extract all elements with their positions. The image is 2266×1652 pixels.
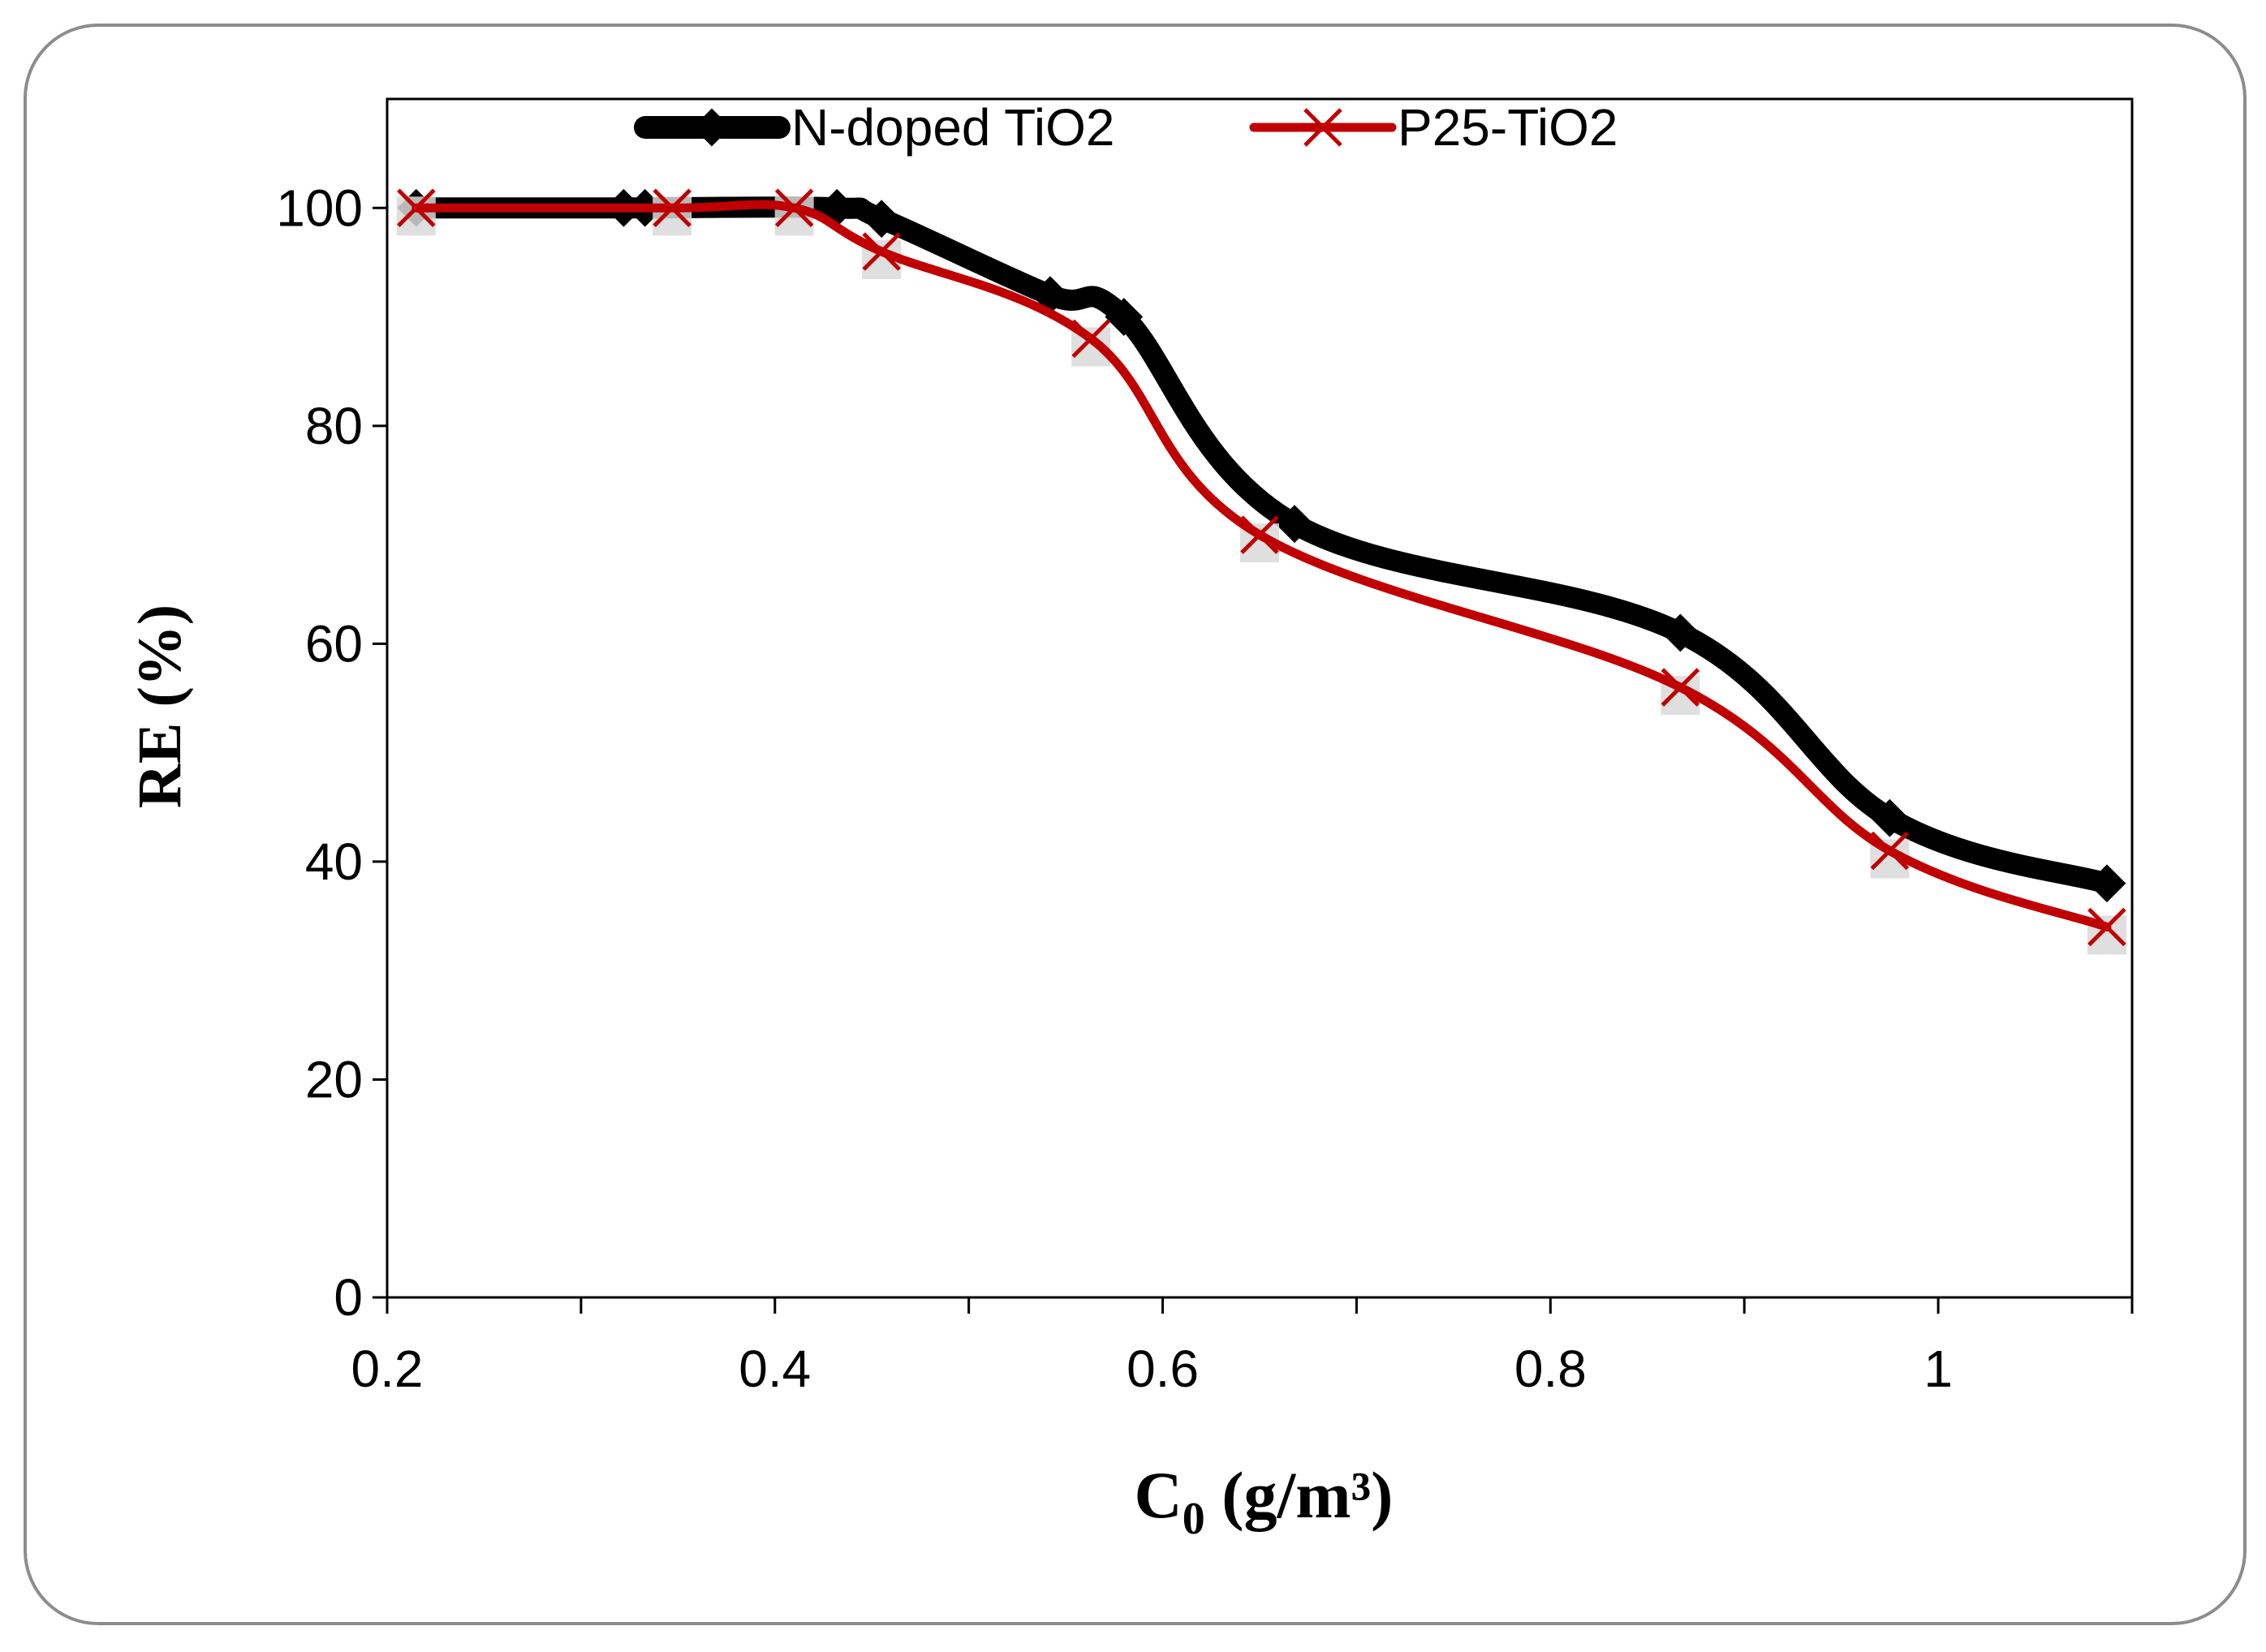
- x-axis-label: C0 (g/m³): [1134, 1458, 1393, 1544]
- x-tick-label: 1: [1924, 1340, 1953, 1398]
- data-point-p25: [1240, 515, 1279, 554]
- axes: 0 20 40 60 80 100 0.2 0.4 0.6 0.8 1: [276, 97, 2134, 1398]
- y-tick-label: 40: [305, 832, 363, 891]
- data-point-p25: [1071, 319, 1110, 359]
- legend-label-p25: P25-TiO2: [1398, 98, 1618, 157]
- x-marker-stroke: [1240, 515, 1279, 554]
- x-marker-stroke: [397, 188, 436, 228]
- data-point-n-doped: [1105, 298, 1144, 336]
- series-layer: [396, 188, 2126, 955]
- series-line-p25: [411, 200, 2112, 931]
- x-tick-label: 0.4: [739, 1340, 811, 1398]
- plot-area: [386, 97, 2134, 1299]
- x-marker-stroke: [2087, 907, 2126, 947]
- y-tick-label: 20: [305, 1050, 363, 1108]
- x-tick-label: 0.2: [351, 1340, 424, 1398]
- data-point-n-doped: [2087, 864, 2126, 903]
- x-marker-stroke: [1870, 831, 1910, 871]
- data-point-n-doped: [1661, 613, 1700, 652]
- axis-labels: RE (%)C0 (g/m³): [126, 604, 1394, 1544]
- y-axis-label: RE (%): [126, 604, 194, 808]
- data-point-p25: [1661, 668, 1700, 707]
- x-tick-label: 0.6: [1127, 1340, 1199, 1398]
- data-point-p25: [653, 188, 691, 228]
- y-tick-label: 0: [334, 1268, 363, 1327]
- x-axis-label-units: (g/m³): [1205, 1458, 1394, 1532]
- data-point-p25: [2087, 907, 2126, 947]
- data-point-p25: [774, 188, 814, 228]
- legend-marker-n-doped: [692, 108, 731, 147]
- marker-shadow: [396, 196, 436, 236]
- data-point-p25: [862, 232, 901, 271]
- y-tick-label: 100: [276, 179, 363, 237]
- chart-border: [24, 24, 2247, 1625]
- legend-marker-p25: [1303, 108, 1342, 147]
- y-tick-label: 80: [305, 397, 363, 455]
- data-point-p25: [1870, 831, 1910, 871]
- legend-label-n-doped: N-doped TiO2: [791, 98, 1114, 157]
- x-marker-stroke: [1661, 668, 1700, 707]
- marker-shadow: [653, 196, 692, 236]
- data-point-n-doped: [1870, 798, 1909, 837]
- x-marker-stroke: [774, 188, 814, 228]
- x-marker-stroke: [1303, 108, 1342, 147]
- x-tick-label: 0.8: [1514, 1340, 1587, 1398]
- y-tick-label: 60: [305, 614, 363, 673]
- x-marker-stroke: [1071, 319, 1110, 359]
- x-axis-label-subscript: 0: [1183, 1494, 1205, 1544]
- legend: N-doped TiO2 P25-TiO2: [634, 98, 1618, 157]
- x-marker-stroke: [862, 232, 901, 271]
- data-point-p25: [397, 188, 436, 228]
- x-axis-label-main: C: [1134, 1458, 1182, 1532]
- x-marker-stroke: [653, 188, 691, 228]
- data-point-n-doped: [1275, 505, 1314, 544]
- data-point-n-doped: [862, 200, 901, 239]
